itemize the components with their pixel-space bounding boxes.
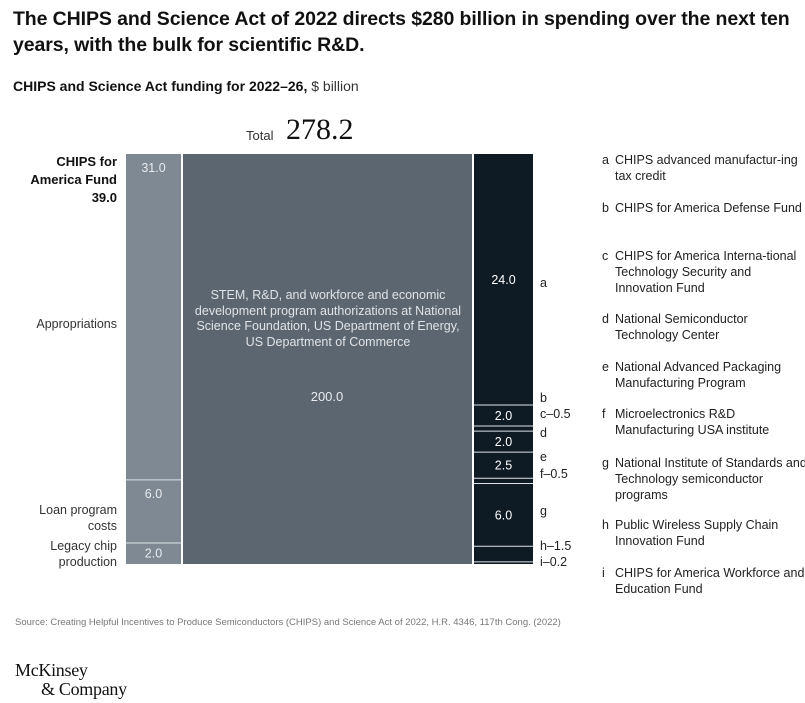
- column-1: [126, 154, 181, 564]
- legend-key: g: [602, 456, 609, 470]
- bar-value-label: 2.5: [495, 459, 512, 473]
- legend-text: CHIPS for America Defense Fund: [615, 201, 802, 215]
- center-description: STEM, R&D, and workforce and economic de…: [194, 288, 462, 349]
- legend-item-c: c CHIPS for America Interna-tional Techno…: [602, 248, 805, 296]
- segment-key-f: f–0.5: [540, 467, 568, 481]
- legend-text: National Institute of Standards and Tech…: [615, 456, 805, 502]
- column-2: [183, 154, 472, 564]
- mckinsey-logo: McKinsey & Company: [15, 661, 127, 699]
- segment-key-b: b: [540, 391, 547, 405]
- segment-key-g: g: [540, 504, 547, 518]
- column-3: [474, 154, 533, 564]
- row-label-legacy: Legacy chip production: [50, 539, 117, 569]
- legend-item-f: f Microelectronics R&D Manufacturing USA …: [602, 406, 805, 438]
- legend-key: a: [602, 153, 609, 167]
- logo-line1: McKinsey: [15, 660, 88, 680]
- bar-value-label: 31.0: [141, 161, 165, 175]
- fund-total: 39.0: [91, 190, 117, 205]
- bar-value-label: 2.0: [145, 546, 162, 560]
- bar-value-label: 24.0: [491, 273, 515, 287]
- segment-key-c: c–0.5: [540, 407, 571, 421]
- legend-text: National Advanced Packaging Manufacturin…: [615, 360, 782, 390]
- legend-item-i: i CHIPS for America Workforce and Educati…: [602, 565, 805, 597]
- legend-key: b: [602, 201, 609, 215]
- bar-value-label: 2.0: [495, 435, 512, 449]
- total-value: 278.2: [286, 113, 354, 146]
- segment-key-d: d: [540, 426, 547, 440]
- row-label-loan: Loan program costs: [39, 503, 117, 533]
- source-note: Source: Creating Helpful Incentives to P…: [15, 617, 561, 628]
- segment-key-a: a: [540, 276, 547, 290]
- legend-key: c: [602, 249, 609, 263]
- subtitle-main: CHIPS and Science Act funding for 2022–2…: [13, 78, 308, 94]
- total-label: Total: [246, 128, 274, 143]
- chart-subtitle: CHIPS and Science Act funding for 2022–2…: [13, 78, 359, 94]
- bar-value-label: 2.0: [495, 409, 512, 423]
- legend-text: CHIPS for America Interna-tional Technol…: [615, 249, 797, 295]
- legend-text: Public Wireless Supply Chain Innovation …: [615, 518, 779, 548]
- legend-key: d: [602, 312, 609, 326]
- bar-value-label: 6.0: [145, 487, 162, 501]
- legend-text: Microelectronics R&D Manufacturing USA i…: [615, 407, 770, 437]
- legend-item-h: h Public Wireless Supply Chain Innovation…: [602, 517, 805, 549]
- legend-key: h: [602, 518, 609, 532]
- bar-value-label: 6.0: [495, 508, 512, 522]
- legend-item-e: e National Advanced Packaging Manufacturi…: [602, 359, 805, 391]
- fund-name-text: CHIPS for America Fund: [30, 154, 117, 187]
- segment-key-h: h–1.5: [540, 539, 571, 553]
- legend-item-b: b CHIPS for America Defense Fund: [602, 200, 805, 216]
- legend-key: i: [602, 566, 605, 580]
- legend-item-g: g National Institute of Standards and Tec…: [602, 455, 805, 503]
- legend-text: CHIPS for America Workforce and Educatio…: [615, 566, 805, 596]
- bar-value-label: 200.0: [311, 389, 344, 404]
- logo-line2: & Company: [41, 679, 127, 699]
- legend-text: National Semiconductor Technology Center: [615, 312, 748, 342]
- subtitle-unit: $ billion: [311, 78, 359, 94]
- fund-name: CHIPS for America Fund 39.0: [17, 153, 117, 207]
- segment-key-e: e: [540, 450, 547, 464]
- legend-text: CHIPS advanced manufactur-ing tax credit: [615, 153, 798, 183]
- legend-item-a: a CHIPS advanced manufactur-ing tax credi…: [602, 152, 805, 184]
- segment-key-i: i–0.2: [540, 555, 567, 569]
- chart-title: The CHIPS and Science Act of 2022 direct…: [13, 8, 790, 56]
- legend-key: f: [602, 407, 606, 421]
- legend-item-d: d National Semiconductor Technology Cente…: [602, 311, 805, 343]
- row-label-appropriations: Appropriations: [36, 317, 117, 331]
- legend-key: e: [602, 360, 609, 374]
